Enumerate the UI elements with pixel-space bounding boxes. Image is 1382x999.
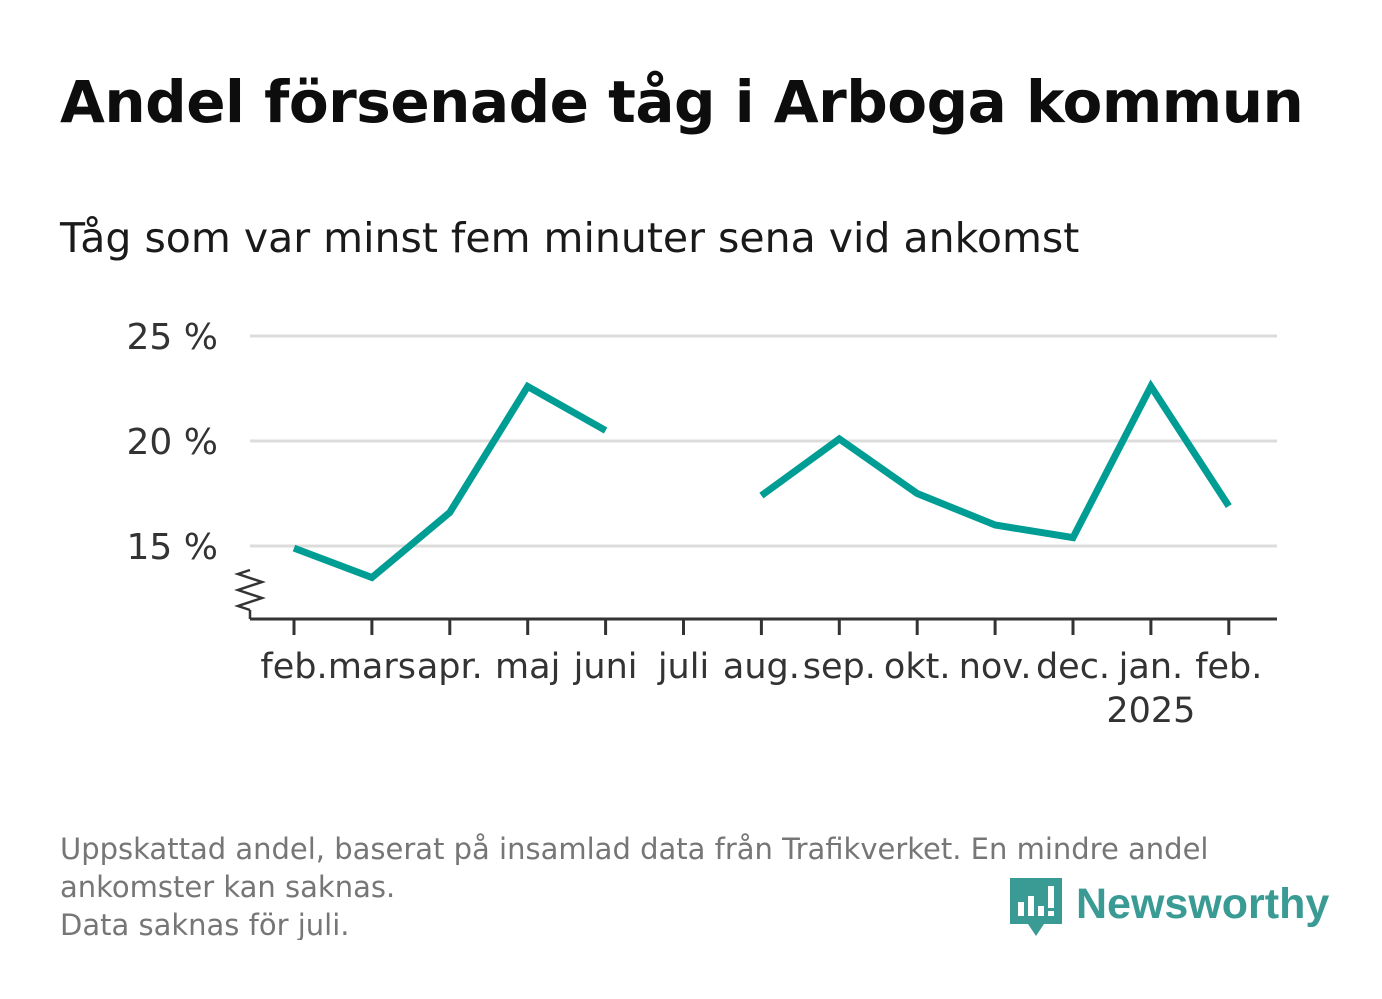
source-note: Uppskattad andel, baserat på insamlad da… (60, 832, 1209, 904)
chart-subtitle: Tåg som var minst fem minuter sena vid a… (60, 214, 1080, 262)
line-chart: 15 %20 %25 % feb. mars apr. maj juni juli aug.… (127, 317, 1277, 731)
x-tick-label: juni (573, 647, 638, 687)
series-lines (292, 379, 1232, 582)
y-axis-tick-labels: 15 % 20 % 25 % (127, 317, 218, 568)
y-axis-break (234, 568, 266, 612)
newsworthy-logo-icon (1010, 878, 1062, 936)
gridlines (250, 334, 1277, 548)
x-tick-label: aug. (723, 647, 800, 687)
x-tick-label: jan. (1118, 647, 1183, 687)
footer-note: Uppskattad andel, baserat på insamlad da… (60, 830, 1310, 940)
series-line-segment (292, 381, 608, 582)
x-axis-tick-labels: feb. mars apr. maj juni juli aug. sep. okt. nov. d… (260, 619, 1262, 731)
x-tick-label: sep. (803, 647, 876, 687)
series-line-segment (759, 379, 1232, 542)
y-tick-label: 25 % (127, 317, 218, 358)
x-tick-label: mars (328, 647, 416, 687)
x-tick-label: nov. (959, 647, 1032, 687)
x-tick-label: maj (495, 647, 560, 687)
x-tick-label: feb. (260, 647, 327, 687)
chart-title: Andel försenade tåg i Arboga kommun (60, 68, 1304, 136)
x-axis (234, 568, 1277, 621)
brand-name: Newsworthy (1076, 880, 1330, 928)
missing-data-note: Data saknas för juli. (60, 908, 350, 940)
x-tick-label: okt. (884, 647, 951, 687)
x-tick-label: juli (657, 647, 709, 687)
y-tick-label: 15 % (127, 527, 218, 568)
x-tick-label: feb. (1195, 647, 1262, 687)
x-tick-label: dec. (1036, 647, 1110, 687)
brand-logo: Newsworthy (1010, 878, 1329, 940)
y-tick-label: 20 % (127, 422, 218, 463)
x-year-label: 2025 (1106, 691, 1195, 731)
x-tick-label: apr. (417, 647, 483, 687)
